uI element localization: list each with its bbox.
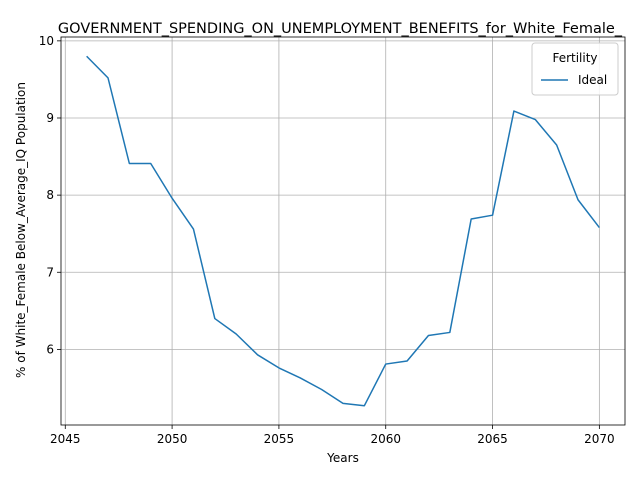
- series-line-ideal: [86, 55, 600, 407]
- x-tick-label: 2050: [157, 432, 188, 446]
- y-axis-label: % of White_Female Below_Average_IQ Popul…: [14, 82, 28, 378]
- x-axis-label: Years: [326, 451, 359, 465]
- legend-entry-ideal: Ideal: [578, 73, 607, 87]
- y-tick-label: 6: [46, 342, 54, 356]
- x-tick-label: 2055: [264, 432, 295, 446]
- axes: 2045 2050 2055 2060 2065 2070 6 7 8 9 10: [39, 34, 626, 446]
- x-tick-label: 2070: [584, 432, 615, 446]
- legend: Fertility Ideal: [531, 42, 619, 96]
- legend-box: [531, 42, 619, 96]
- x-tick-label: 2045: [50, 432, 81, 446]
- x-tick-label: 2060: [370, 432, 401, 446]
- series-layer: [86, 55, 600, 407]
- chart-title: GOVERNMENT_SPENDING_ON_UNEMPLOYMENT_BENE…: [58, 21, 623, 37]
- y-tick-label: 8: [46, 188, 54, 202]
- plot-frame: [60, 36, 626, 426]
- y-tick-label: 10: [39, 34, 54, 48]
- legend-title: Fertility: [552, 51, 597, 65]
- y-tick-label: 7: [46, 265, 54, 279]
- x-tick-label: 2065: [477, 432, 508, 446]
- y-tick-label: 9: [46, 111, 54, 125]
